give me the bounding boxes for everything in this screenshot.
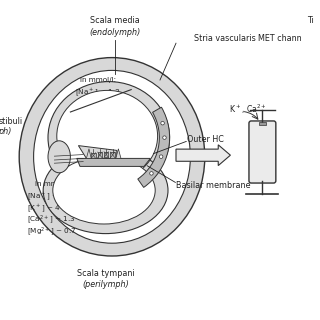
Text: [Na$^+$] ~ 1.3: [Na$^+$] ~ 1.3 bbox=[75, 86, 121, 98]
FancyBboxPatch shape bbox=[249, 121, 276, 183]
Text: stibuli: stibuli bbox=[0, 117, 22, 126]
Text: in mmol/l:: in mmol/l: bbox=[35, 181, 71, 187]
Text: Scala media: Scala media bbox=[90, 16, 140, 25]
Polygon shape bbox=[91, 153, 96, 158]
Polygon shape bbox=[104, 152, 108, 157]
Ellipse shape bbox=[48, 141, 70, 173]
Polygon shape bbox=[98, 152, 102, 158]
Circle shape bbox=[161, 121, 164, 125]
Text: (endolymph): (endolymph) bbox=[90, 28, 141, 36]
FancyArrow shape bbox=[176, 145, 230, 166]
Polygon shape bbox=[116, 149, 121, 158]
Text: [K$^+$] ~ 157: [K$^+$] ~ 157 bbox=[75, 98, 117, 110]
Text: Basilar membrane: Basilar membrane bbox=[176, 181, 251, 190]
Circle shape bbox=[163, 136, 166, 140]
Text: [K$^+$] ~ 4: [K$^+$] ~ 4 bbox=[27, 202, 61, 213]
Ellipse shape bbox=[57, 91, 158, 182]
Text: [Na$^+$] ~ 148: [Na$^+$] ~ 148 bbox=[27, 190, 75, 202]
Ellipse shape bbox=[43, 147, 168, 234]
Ellipse shape bbox=[19, 58, 205, 256]
Text: (perilymph): (perilymph) bbox=[82, 280, 129, 289]
Circle shape bbox=[150, 172, 153, 175]
Text: Outer HC: Outer HC bbox=[187, 135, 224, 144]
Wedge shape bbox=[138, 107, 170, 188]
Polygon shape bbox=[77, 158, 150, 166]
Ellipse shape bbox=[34, 70, 190, 243]
Text: [Ca$^{2+}$] ~ 0.02: [Ca$^{2+}$] ~ 0.02 bbox=[75, 109, 128, 122]
Polygon shape bbox=[259, 122, 266, 125]
Text: MET chann: MET chann bbox=[258, 34, 301, 43]
Text: Ti: Ti bbox=[307, 16, 314, 25]
Polygon shape bbox=[110, 152, 115, 158]
Circle shape bbox=[159, 155, 163, 158]
Text: ph): ph) bbox=[0, 127, 12, 136]
Polygon shape bbox=[86, 149, 91, 158]
Text: [Mg$^{2+}$] ~ 0.7: [Mg$^{2+}$] ~ 0.7 bbox=[27, 225, 76, 238]
Text: in mmol/l:: in mmol/l: bbox=[80, 77, 116, 83]
Text: Stria vascularis: Stria vascularis bbox=[194, 34, 255, 43]
Ellipse shape bbox=[48, 82, 170, 194]
Ellipse shape bbox=[53, 157, 155, 224]
Text: [Mg$^{2+}$] ~ 0.01: [Mg$^{2+}$] ~ 0.01 bbox=[75, 121, 130, 134]
Text: Scala tympani: Scala tympani bbox=[77, 269, 134, 278]
Polygon shape bbox=[78, 146, 117, 158]
Text: [Ca$^{2+}$] ~ 1.3: [Ca$^{2+}$] ~ 1.3 bbox=[27, 213, 76, 226]
Text: K$^+$, Ca$^{2+}$: K$^+$, Ca$^{2+}$ bbox=[229, 102, 267, 116]
